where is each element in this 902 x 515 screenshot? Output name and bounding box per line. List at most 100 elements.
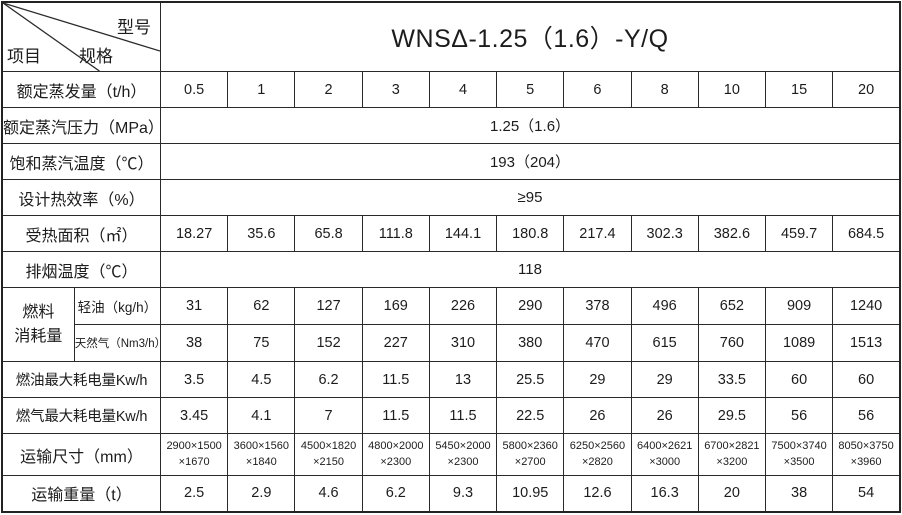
value-cell: 382.6 [697,215,766,252]
value-cell: 29 [563,361,632,398]
value-cell: 20 [697,475,766,512]
value-cell: 20 [832,71,901,108]
value-cell: 22.5 [496,397,565,434]
row-label: 燃气最大耗电量Kw/h [1,397,162,434]
value-cell: 29 [630,361,699,398]
value-cell: 31 [160,287,229,325]
value-cell: 1089 [764,324,834,362]
value-cell: 62 [227,287,296,325]
diagonal-lines-icon [3,3,160,71]
value-cell: 33.5 [697,361,766,398]
dimension-cell: 3600×1560 ×1840 [227,433,296,476]
row-label: 燃油最大耗电量Kw/h [1,361,162,398]
value-cell: 60 [764,361,834,398]
value-cell: 60 [832,361,901,398]
fuel-sub-label-natural-gas: 天然气（Nm3/h） [73,324,162,362]
dimension-cell: 6250×2560 ×2820 [563,433,632,476]
dimension-line2: ×3200 [716,455,748,468]
value-cell: 4 [428,71,498,108]
value-cell: 378 [563,287,632,325]
dimension-line1: 5800×2360 [502,439,558,452]
row-label: 排烟温度（℃） [1,251,162,288]
dimension-line2: ×2150 [313,455,345,468]
value-cell: 152 [294,324,363,362]
fuel-natural-gas-row: 天然气（Nm3/h） 38 75 152 227 310 380 470 615… [2,324,901,362]
row-label: 设计热效率（%） [1,179,162,216]
value-cell: 25.5 [496,361,565,398]
merged-value-cell: 1.25（1.6） [160,107,901,144]
efficiency-row: 设计热效率（%） ≥95 [1,179,901,216]
value-cell: 111.8 [361,215,430,252]
dimension-line1: 5450×2000 [435,439,491,452]
value-cell: 8 [630,71,699,108]
value-cell: 11.5 [428,397,498,434]
value-cell: 18.27 [160,215,229,252]
value-cell: 6.2 [361,475,430,512]
corner-item-label: 项目 [7,47,41,66]
value-cell: 2.9 [227,475,296,512]
value-cell: 310 [428,324,498,362]
value-cell: 470 [563,324,632,362]
value-cell: 54 [832,475,901,512]
value-cell: 26 [563,397,632,434]
value-cell: 4.5 [227,361,296,398]
dimension-line1: 8050×3750 [838,439,894,452]
value-cell: 180.8 [496,215,565,252]
dimension-line1: 3600×1560 [233,439,290,452]
pressure-row: 额定蒸汽压力（MPa） 1.25（1.6） [1,107,901,144]
row-label: 饱和蒸汽温度（℃） [1,143,162,180]
dimension-cell: 7500×3740 ×3500 [764,433,834,476]
exhaust-temp-row: 排烟温度（℃） 118 [1,251,901,288]
value-cell: 38 [160,324,229,362]
fuel-sub-label-light-oil: 轻油（kg/h） [73,287,162,325]
value-cell: 35.6 [227,215,296,252]
dimension-line1: 4500×1820 [300,439,357,452]
value-cell: 496 [630,287,699,325]
dimension-line1: 7500×3740 [771,439,827,452]
row-label: 受热面积（㎡） [1,215,162,252]
value-cell: 380 [496,324,565,362]
value-cell: 16.3 [630,475,699,512]
value-cell: 1 [227,71,296,108]
value-cell: 1513 [832,324,901,362]
value-cell: 127 [294,287,363,325]
dimension-line1: 6400×2621 [636,439,693,452]
value-cell: 29.5 [697,397,766,434]
value-cell: 56 [832,397,901,434]
row-label: 运输尺寸（mm） [1,433,162,476]
dimension-line2: ×1670 [178,455,210,468]
dimension-line1: 4800×2000 [368,439,424,452]
corner-cell: 型号 规格 项目 [1,1,162,72]
row-label: 额定蒸发量（t/h） [1,71,162,108]
value-cell: 459.7 [764,215,834,252]
corner-spec-label: 规格 [79,47,113,66]
value-cell: 2.5 [160,475,229,512]
dimension-cell: 4800×2000 ×2300 [361,433,430,476]
row-label: 额定蒸汽压力（MPa） [1,107,162,144]
row-label: 运输重量（t） [1,475,162,512]
value-cell: 7 [294,397,363,434]
evaporation-row: 额定蒸发量（t/h） 0.5 1 2 3 4 5 6 8 10 15 20 [1,71,901,108]
dimension-cell: 6700×2821 ×3200 [697,433,766,476]
weight-row: 运输重量（t） 2.5 2.9 4.6 6.2 9.3 10.95 12.6 1… [1,475,901,512]
value-cell: 290 [496,287,565,325]
merged-value-cell: ≥95 [160,179,901,216]
value-cell: 226 [428,287,498,325]
value-cell: 6 [563,71,632,108]
value-cell: 909 [764,287,834,325]
value-cell: 217.4 [563,215,632,252]
value-cell: 26 [630,397,699,434]
dimension-cell: 5800×2360 ×2700 [496,433,565,476]
dimension-cell: 4500×1820 ×2150 [294,433,363,476]
value-cell: 760 [697,324,766,362]
value-cell: 6.2 [294,361,363,398]
dimensions-row: 运输尺寸（mm） 2900×1500 ×1670 3600×1560 ×1840 4… [1,433,901,476]
value-cell: 65.8 [294,215,363,252]
fuel-group-label-line1: 燃料 [22,304,55,322]
value-cell: 3.45 [160,397,229,434]
heating-area-row: 受热面积（㎡） 18.27 35.6 65.8 111.8 144.1 180.… [1,215,901,252]
value-cell: 12.6 [563,475,632,512]
dimension-line1: 6700×2821 [704,439,760,452]
